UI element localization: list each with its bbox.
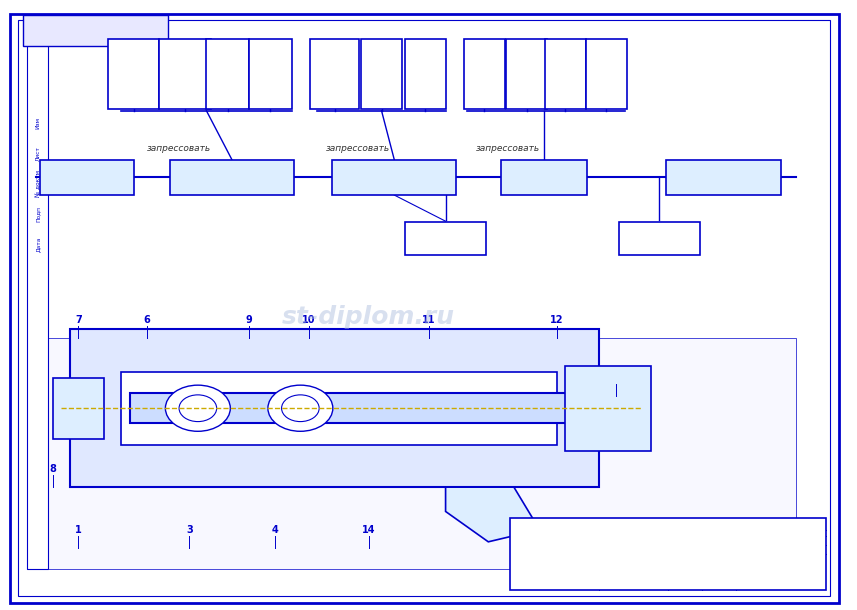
Text: Ø26,23 Н7е: Ø26,23 Н7е — [95, 338, 100, 375]
Bar — [464, 39, 505, 109]
Text: Манжета
5: Манжета 5 — [639, 229, 679, 248]
Text: Ø21 f-е8б: Ø21 f-е8б — [386, 375, 391, 408]
Text: запрессовать: запрессовать — [147, 144, 211, 153]
Text: Гайка
13: Гайка 13 — [258, 65, 283, 84]
Text: 4: 4 — [272, 525, 279, 535]
Text: Шайба
12: Шайба 12 — [213, 65, 243, 84]
Bar — [39, 160, 134, 195]
Bar — [405, 39, 446, 109]
Text: Шайба
4: Шайба 4 — [367, 65, 396, 84]
Polygon shape — [446, 487, 540, 542]
Text: Ø 163 f-е8б: Ø 163 f-е8б — [454, 403, 459, 444]
Text: Шайба
3: Шайба 3 — [512, 65, 541, 84]
Text: 6: 6 — [143, 315, 150, 325]
Bar — [108, 39, 159, 109]
Text: 11: 11 — [422, 315, 435, 325]
Bar — [309, 39, 359, 109]
Text: Корпус и кольцо
2СЕ-1: Корпус и кольцо 2СЕ-1 — [192, 168, 272, 187]
Bar — [666, 160, 781, 195]
Bar — [129, 393, 573, 423]
Bar — [619, 221, 699, 255]
Bar — [510, 517, 825, 590]
Bar — [333, 160, 456, 195]
Text: Лист: Лист — [36, 146, 40, 160]
Text: 6
подшипник
14: 6 подшипник 14 — [310, 59, 359, 89]
Text: Подп: Подп — [36, 206, 40, 222]
Text: 1: 1 — [75, 525, 81, 535]
Text: Подшипник
11: Подшипник 11 — [160, 65, 210, 84]
Bar — [159, 39, 211, 109]
Bar — [585, 39, 626, 109]
Bar — [545, 39, 585, 109]
Bar — [27, 339, 796, 569]
Text: Шайба
4: Шайба 4 — [411, 65, 440, 84]
Text: запрессовать: запрессовать — [476, 144, 540, 153]
Bar — [121, 371, 557, 445]
Bar — [506, 39, 548, 109]
Circle shape — [268, 385, 333, 431]
Bar — [405, 221, 486, 255]
Text: Гайка
9: Гайка 9 — [553, 65, 578, 84]
Text: Винт
8: Винт 8 — [596, 65, 616, 84]
Text: Сальник разб.
14: Сальник разб. 14 — [416, 229, 476, 248]
Text: 31: 31 — [782, 540, 793, 550]
Text: Шайба
4: Шайба 4 — [470, 65, 499, 84]
Text: Порядок сборки изделия: Порядок сборки изделия — [39, 26, 151, 35]
Text: Втулка
7,0: Втулка 7,0 — [119, 65, 149, 84]
Bar — [69, 329, 599, 487]
Text: st-diplom.ru: st-diplom.ru — [282, 305, 455, 329]
Circle shape — [165, 385, 231, 431]
Bar — [27, 29, 48, 569]
Text: Технологическая
схема сборки: Технологическая схема сборки — [536, 537, 654, 567]
Text: 14: 14 — [362, 525, 375, 535]
Text: Ø26,13 Н6п7: Ø26,13 Н6п7 — [446, 458, 451, 499]
Bar — [52, 378, 104, 439]
Bar — [249, 39, 292, 109]
Text: № докум: № докум — [35, 170, 41, 197]
Text: запрессовать: запрессовать — [326, 144, 390, 153]
Text: 9: 9 — [246, 315, 253, 325]
Text: Резцовый узел
СЕ-1: Резцовый узел СЕ-1 — [688, 168, 758, 187]
FancyBboxPatch shape — [23, 15, 168, 46]
Text: Изм: Изм — [36, 117, 40, 129]
Text: 12: 12 — [550, 315, 563, 325]
Text: 3: 3 — [186, 525, 193, 535]
Text: 8: 8 — [49, 464, 56, 474]
Bar — [501, 160, 586, 195]
Bar — [207, 39, 249, 109]
Text: 10: 10 — [303, 315, 315, 325]
Text: Корпус в сборе
2СЕ: Корпус в сборе 2СЕ — [358, 168, 430, 187]
Bar — [170, 160, 294, 195]
Text: 1:5д: 1:5д — [734, 540, 755, 550]
Bar — [565, 366, 650, 451]
Text: Дата: Дата — [36, 237, 40, 252]
Text: 13: 13 — [609, 373, 623, 383]
Text: 7: 7 — [75, 315, 81, 325]
Bar — [361, 39, 402, 109]
Text: Корпус
1: Корпус 1 — [69, 168, 104, 187]
Text: Сб. узел
11: Сб. узел 11 — [524, 168, 563, 187]
